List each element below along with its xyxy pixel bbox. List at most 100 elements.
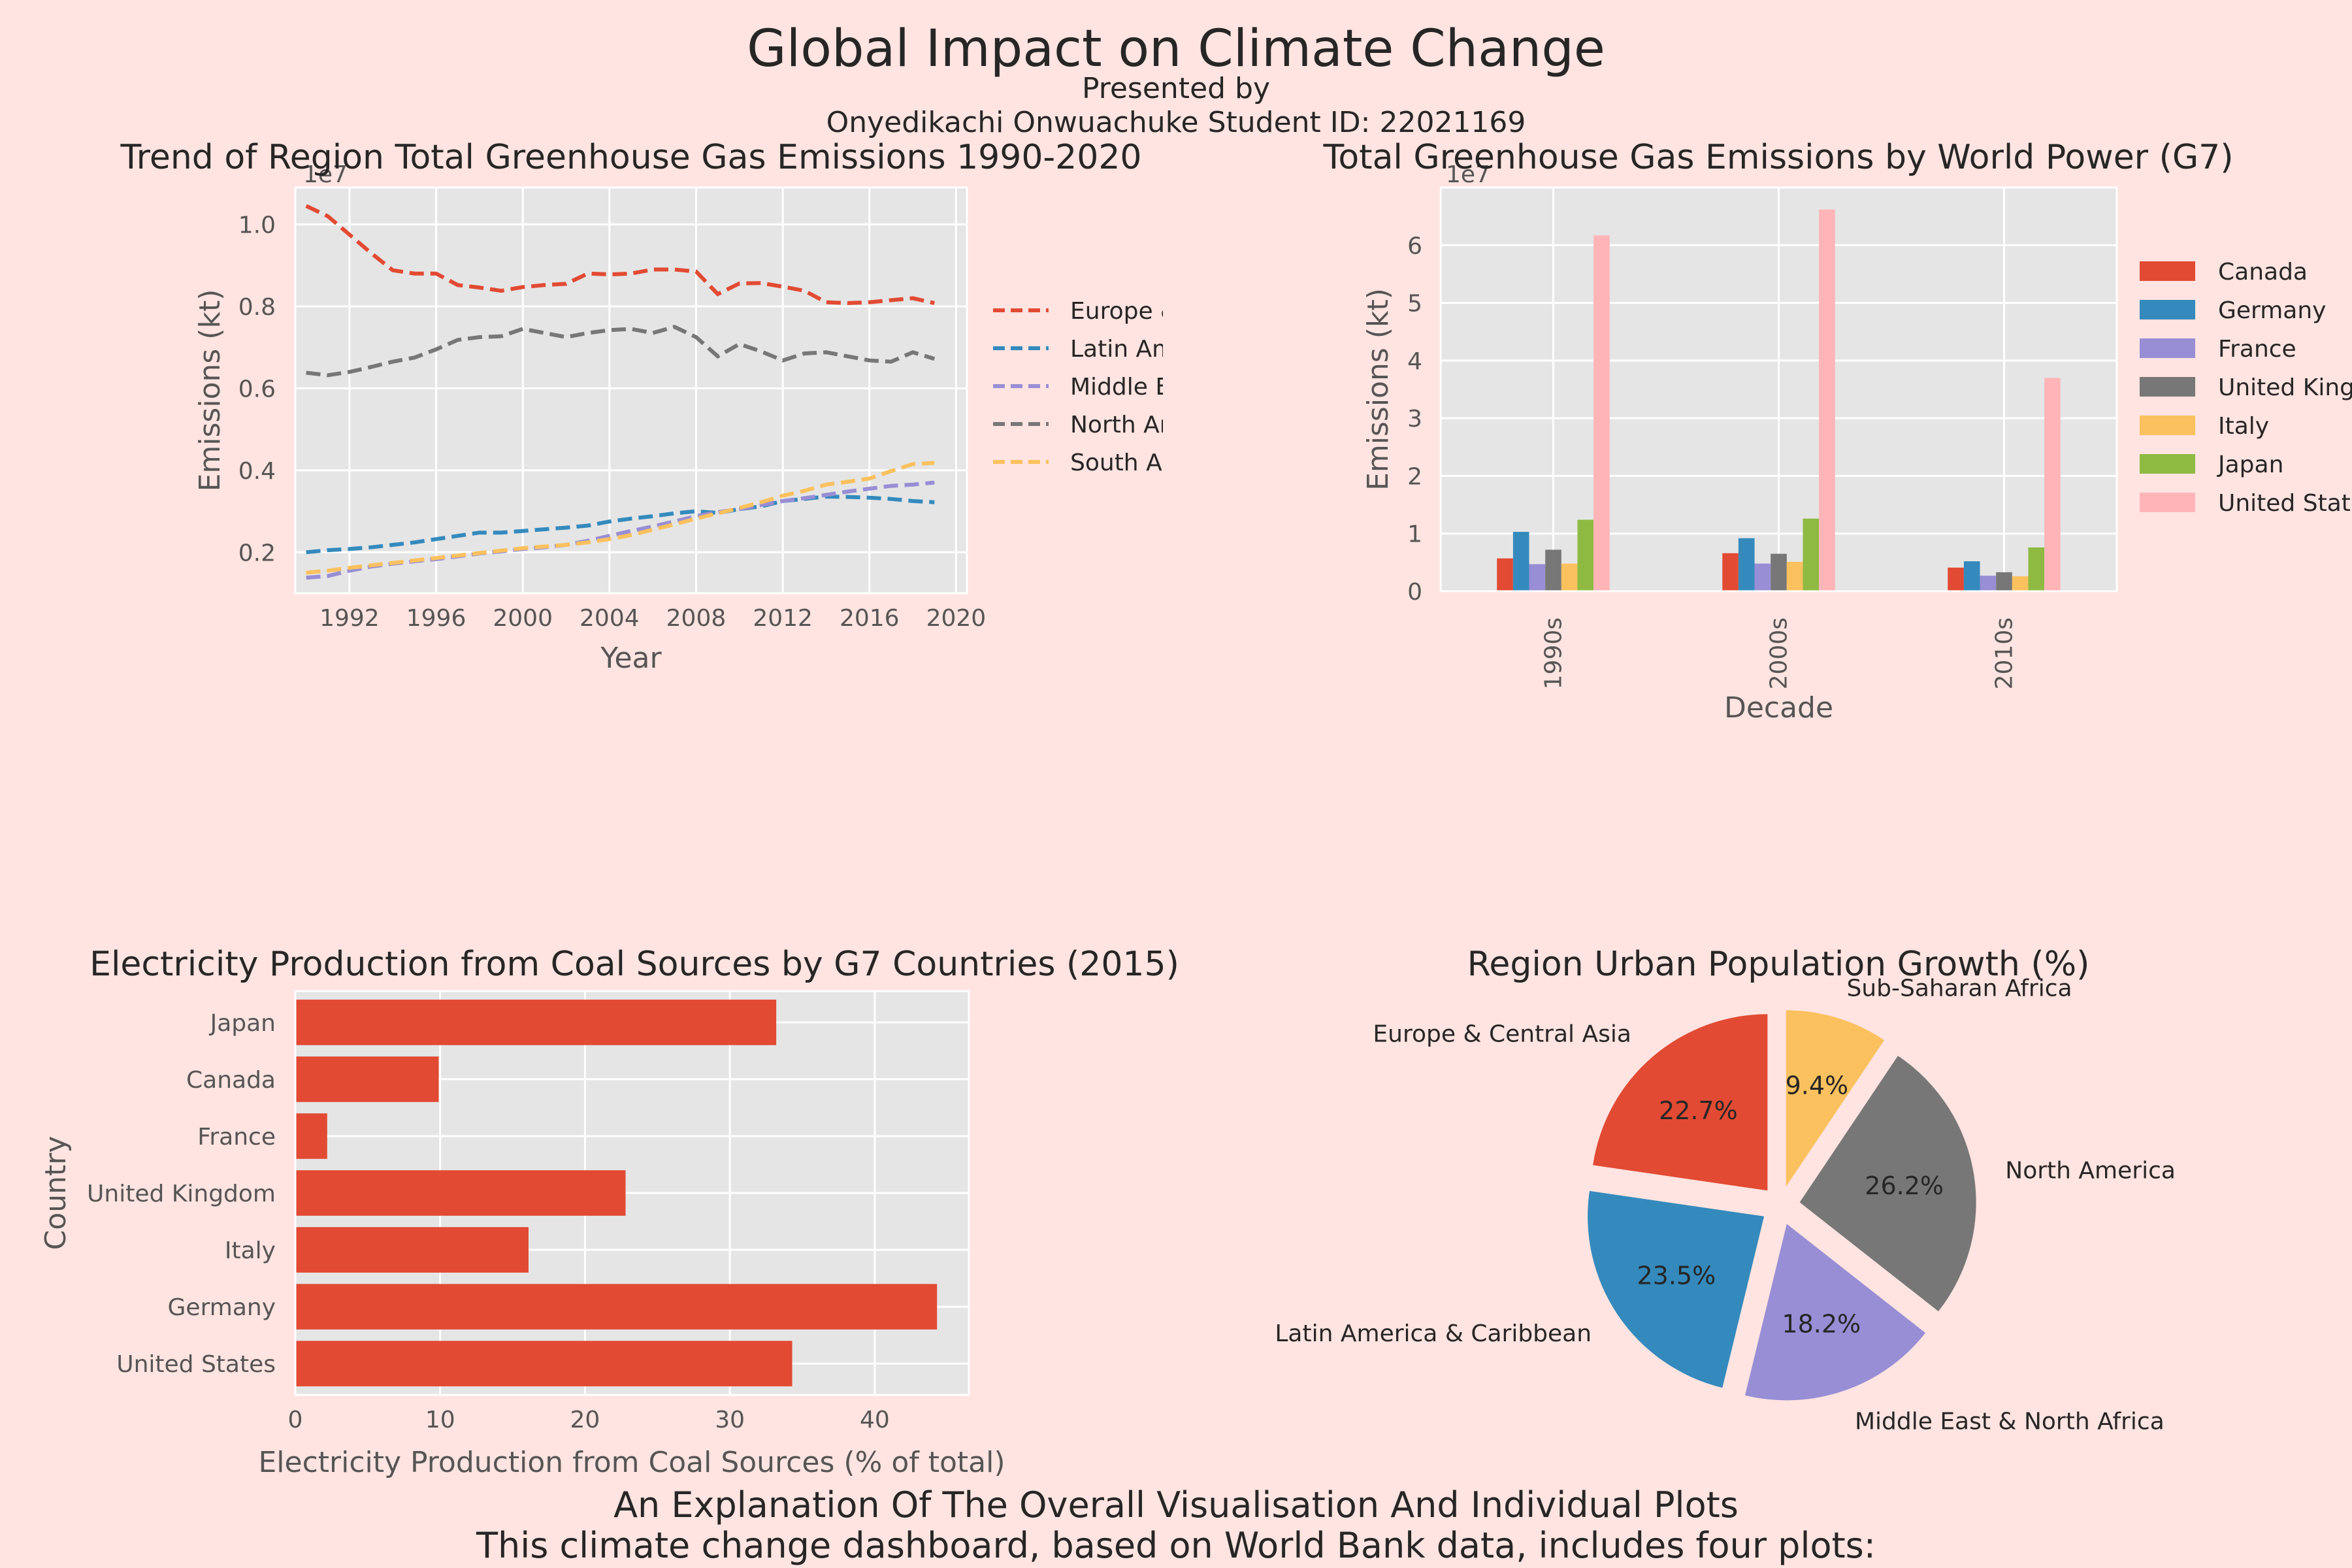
x-tick-label: 2000s — [1766, 617, 1793, 689]
bar — [295, 1227, 529, 1273]
x-tick-label: 1992 — [319, 605, 380, 632]
series-line — [305, 204, 935, 305]
legend-swatch — [2140, 300, 2195, 319]
plot-frame — [1439, 186, 2118, 593]
bar — [295, 1000, 777, 1045]
plot-frame — [294, 186, 968, 595]
x-tick-label: 2008 — [666, 605, 727, 632]
bar — [1980, 576, 1997, 591]
y-tick-label: 3 — [1407, 406, 1422, 433]
slice-percent-label: 23.5% — [1637, 1261, 1716, 1290]
x-tick-label: 30 — [715, 1407, 745, 1433]
y-tick-label: 0.2 — [238, 540, 276, 566]
pie-chart-urban-growth: 22.7% Europe & Central Asia 23.5% Latin Ame… — [1275, 945, 2176, 1435]
y-tick-label: 0 — [1407, 579, 1422, 606]
bar — [1963, 561, 1980, 591]
bar — [2044, 378, 2061, 591]
y-axis-label: Country — [39, 1136, 73, 1250]
x-tick-label: 2016 — [840, 605, 900, 632]
chart-title: Region Urban Population Growth (%) — [1467, 945, 2090, 984]
y-tick-label: 0.8 — [238, 294, 276, 321]
x-tick-label: 2010s — [1991, 617, 2018, 689]
x-tick-label: 2012 — [753, 605, 813, 632]
explanation-text: This climate change dashboard, based on … — [476, 1525, 1876, 1566]
bar — [1771, 553, 1787, 591]
x-tick-label: 2000 — [493, 605, 553, 632]
y-tick-label: Japan — [209, 1010, 276, 1037]
pie-slice — [1593, 1014, 1768, 1191]
hbar-chart-coal-electricity: 0 10 20 30 40 Japan Canada France United Kingdom… — [39, 945, 1179, 1479]
legend-label: Italy — [2218, 413, 2269, 440]
x-tick-label: 1996 — [406, 605, 466, 632]
legend-label: France — [2218, 336, 2296, 363]
y-tick-label: 1.0 — [238, 212, 276, 238]
slice-percent-label: 9.4% — [1786, 1071, 1849, 1100]
x-axis-label: Decade — [1724, 691, 1833, 725]
y-tick-label: 0.6 — [238, 376, 276, 402]
legend-label: Germany — [2218, 297, 2326, 324]
bar — [1545, 549, 1561, 591]
explanation-title: An Explanation Of The Overall Visualisat… — [613, 1484, 1739, 1526]
x-tick-label: 20 — [570, 1407, 600, 1433]
bar — [1722, 553, 1739, 591]
bar — [295, 1341, 792, 1386]
y-tick-label: 1 — [1407, 521, 1422, 548]
pie-slice — [1799, 1056, 1976, 1312]
pie-slice — [1744, 1224, 1926, 1401]
slice-label: North America — [2005, 1157, 2176, 1184]
legend-swatch — [2140, 377, 2195, 397]
legend-swatch — [2140, 416, 2195, 435]
legend-swatch — [2140, 454, 2195, 474]
legend-label: Canada — [2218, 259, 2308, 286]
bar — [295, 1284, 938, 1330]
bar — [1529, 564, 1546, 591]
bar — [1948, 567, 1964, 591]
bar — [295, 1056, 439, 1102]
legend-label: North America — [1070, 412, 1163, 438]
bar — [1754, 563, 1771, 591]
chart-title: Trend of Region Total Greenhouse Gas Emi… — [120, 138, 1141, 177]
x-tick-label: 10 — [425, 1407, 455, 1433]
legend-swatch — [2140, 261, 2195, 281]
slice-percent-label: 18.2% — [1782, 1309, 1861, 1338]
legend-label: United States — [2218, 490, 2352, 517]
y-tick-label: 0.4 — [238, 458, 276, 485]
bar — [1786, 561, 1803, 591]
bar — [1577, 519, 1594, 591]
chart-title: Total Greenhouse Gas Emissions by World … — [1322, 138, 2233, 177]
legend-label: United Kingdom — [2218, 374, 2352, 401]
bar — [1996, 572, 2012, 591]
y-tick-label: 6 — [1407, 233, 1422, 259]
legend-label: Japan — [2217, 451, 2283, 478]
slice-percent-label: 22.7% — [1659, 1096, 1738, 1125]
slice-label: Latin America & Caribbean — [1275, 1320, 1592, 1347]
presented-by-label: Presented by — [1081, 72, 1271, 105]
y-tick-label: 2 — [1407, 463, 1422, 490]
x-axis-label: Year — [600, 642, 662, 675]
legend-label: South Asia — [1070, 449, 1163, 476]
bar — [1819, 209, 1835, 591]
y-tick-label: 4 — [1407, 348, 1422, 375]
legend-swatch — [2140, 493, 2195, 512]
bar — [1561, 563, 1578, 591]
slice-percent-label: 26.2% — [1865, 1171, 1944, 1200]
bar — [1738, 538, 1755, 591]
y-tick-label: United Kingdom — [87, 1181, 276, 1207]
x-tick-label: 0 — [288, 1407, 303, 1433]
y-tick-label: Germany — [168, 1294, 276, 1321]
offset-label: 1e7 — [1446, 161, 1490, 188]
bar — [2028, 547, 2045, 591]
y-axis-label: Emissions (kt) — [1362, 288, 1395, 491]
y-tick-label: Canada — [186, 1067, 276, 1094]
x-tick-label: 1990s — [1541, 617, 1567, 689]
x-axis-label: Electricity Production from Coal Sources… — [259, 1446, 1005, 1479]
legend-swatch — [2140, 338, 2195, 358]
pie-slice — [1588, 1190, 1765, 1388]
legend-label: Europe & Central Asia — [1070, 298, 1163, 325]
bar — [1497, 558, 1513, 591]
line-chart-region-emissions: 1992 1996 2000 2004 2008 2012 2016 2020 0.2 0.4 0.… — [120, 138, 1163, 675]
bar — [2012, 576, 2029, 591]
y-tick-label: Italy — [225, 1237, 276, 1264]
bar — [1512, 532, 1529, 591]
series-line — [306, 325, 936, 378]
